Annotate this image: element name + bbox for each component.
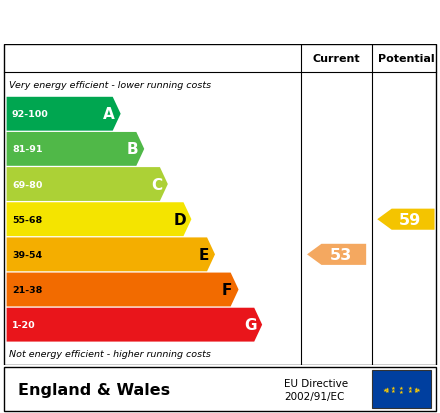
Text: B: B [127, 142, 139, 157]
Text: 92-100: 92-100 [12, 110, 49, 119]
Text: Very energy efficient - lower running costs: Very energy efficient - lower running co… [9, 81, 211, 89]
Text: 81-91: 81-91 [12, 145, 42, 154]
Text: 59: 59 [399, 212, 422, 227]
Polygon shape [7, 308, 262, 342]
Text: 55-68: 55-68 [12, 215, 42, 224]
Polygon shape [377, 209, 435, 230]
Polygon shape [7, 238, 215, 272]
Text: ★: ★ [416, 387, 421, 392]
Polygon shape [7, 97, 121, 131]
Text: 69-80: 69-80 [12, 180, 42, 189]
Bar [372, 370, 431, 408]
Text: C: C [151, 177, 162, 192]
Text: E: E [198, 247, 209, 262]
Text: A: A [103, 107, 115, 122]
Text: Not energy efficient - higher running costs: Not energy efficient - higher running co… [9, 349, 211, 358]
Polygon shape [307, 244, 366, 265]
Text: ★: ★ [407, 385, 412, 390]
Text: Potential: Potential [378, 54, 434, 64]
Text: 1-20: 1-20 [12, 320, 36, 329]
Text: Energy Efficiency Rating: Energy Efficiency Rating [11, 13, 290, 32]
Text: D: D [174, 212, 186, 227]
Text: 53: 53 [330, 247, 352, 262]
Text: Current: Current [313, 54, 360, 64]
Text: ★: ★ [391, 388, 396, 393]
Polygon shape [7, 203, 191, 237]
Text: England & Wales: England & Wales [18, 382, 170, 397]
Text: 39-54: 39-54 [12, 250, 42, 259]
Polygon shape [7, 168, 168, 202]
Polygon shape [7, 133, 144, 166]
Text: ★: ★ [385, 388, 389, 393]
Polygon shape [7, 273, 238, 307]
Text: 2002/91/EC: 2002/91/EC [284, 392, 344, 401]
Text: F: F [222, 282, 232, 297]
Text: EU Directive: EU Directive [284, 379, 348, 389]
Text: ★: ★ [382, 387, 387, 392]
Text: ★: ★ [407, 388, 412, 393]
Text: ★: ★ [414, 386, 418, 391]
Text: ★: ★ [414, 388, 418, 393]
Text: ★: ★ [385, 386, 389, 391]
Text: ★: ★ [399, 389, 404, 394]
Text: ★: ★ [391, 385, 396, 390]
Text: G: G [245, 317, 257, 332]
Text: ★: ★ [399, 385, 404, 390]
Text: 21-38: 21-38 [12, 285, 42, 294]
